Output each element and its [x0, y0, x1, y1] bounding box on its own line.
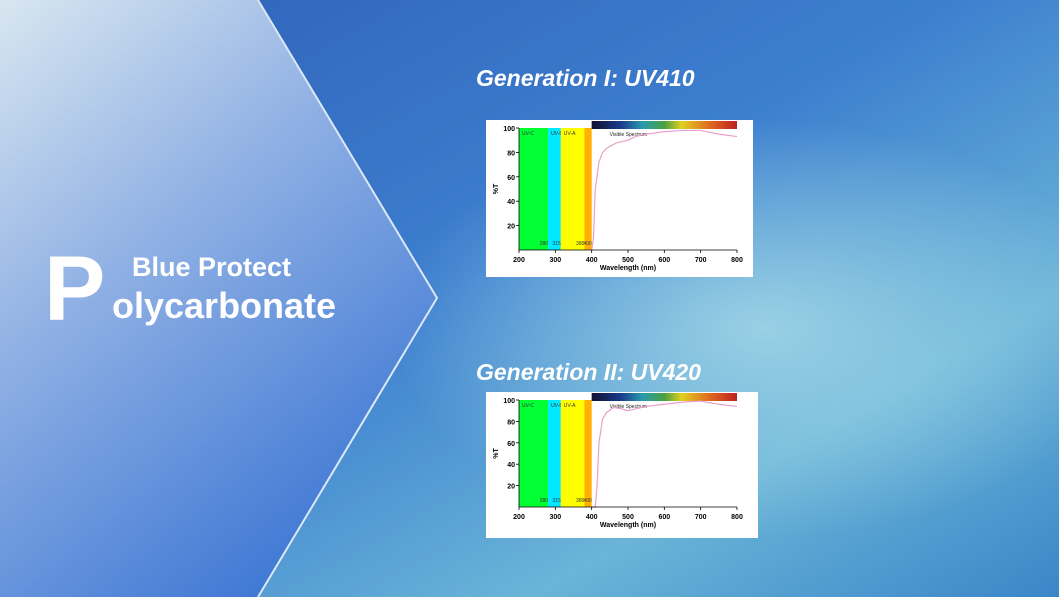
- visible-spectrum: [591, 121, 737, 129]
- band-label: UV-A: [564, 131, 576, 137]
- transmission-line: [591, 400, 738, 508]
- chevron-edge: [257, 0, 439, 598]
- band-edge-label: 280: [540, 498, 549, 504]
- x-tick-label: 700: [695, 514, 707, 521]
- band-edge-label: 400: [583, 498, 592, 504]
- uv-band: [584, 128, 592, 250]
- transmission-line: [591, 129, 738, 251]
- y-tick-label: 80: [507, 150, 515, 157]
- x-tick-label: 400: [586, 514, 598, 521]
- visible-label: Visible Spectrum: [610, 132, 647, 138]
- y-tick-label: 20: [507, 484, 515, 491]
- big-letter: P: [44, 238, 105, 340]
- title-line2: olycarbonate: [112, 285, 336, 326]
- uv-band: [560, 400, 585, 507]
- uv-band: [519, 128, 549, 250]
- chart-title: Generation I: UV410: [476, 65, 695, 91]
- y-tick-label: 100: [503, 126, 515, 133]
- y-tick-label: 40: [507, 462, 515, 469]
- band-edge-label: 380: [576, 241, 585, 247]
- chevron: [0, 0, 437, 597]
- y-tick-label: 20: [507, 224, 515, 231]
- band-edge-label: 315: [552, 498, 561, 504]
- visible-label: Visible Spectrum: [610, 404, 647, 410]
- band-edge-label: 400: [583, 241, 592, 247]
- x-tick-label: 600: [658, 257, 670, 264]
- visible-spectrum: [591, 393, 737, 401]
- y-axis-label: %T: [493, 448, 500, 459]
- y-tick-label: 80: [507, 419, 515, 426]
- x-tick-label: 600: [658, 514, 670, 521]
- band-label: UV-B: [551, 131, 563, 137]
- x-tick-label: 300: [549, 257, 561, 264]
- x-axis-label: Wavelength (nm): [600, 265, 656, 272]
- x-tick-label: 800: [731, 514, 743, 521]
- band-label: UV-C: [522, 131, 534, 137]
- x-tick-label: 500: [622, 514, 634, 521]
- y-tick-label: 40: [507, 199, 515, 206]
- x-tick-label: 700: [695, 257, 707, 264]
- x-tick-label: 200: [513, 514, 525, 521]
- y-tick-label: 60: [507, 441, 515, 448]
- y-axis-label: %T: [493, 183, 500, 194]
- uv-band: [560, 128, 585, 250]
- x-axis-label: Wavelength (nm): [600, 522, 656, 529]
- band-edge-label: 280: [540, 241, 549, 247]
- band-edge-label: 315: [552, 241, 561, 247]
- uv-band: [548, 400, 561, 507]
- uv-band: [548, 128, 561, 250]
- title-line1: Blue Protect: [132, 252, 291, 282]
- x-tick-label: 400: [586, 257, 598, 264]
- x-tick-label: 300: [549, 514, 561, 521]
- band-label: UV-C: [522, 403, 534, 409]
- x-tick-label: 200: [513, 257, 525, 264]
- chart-title: Generation II: UV420: [476, 359, 701, 385]
- uv-band: [519, 400, 549, 507]
- band-edge-label: 380: [576, 498, 585, 504]
- band-label: UV-B: [551, 403, 563, 409]
- band-label: UV-A: [564, 403, 576, 409]
- y-tick-label: 100: [503, 398, 515, 405]
- x-tick-label: 800: [731, 257, 743, 264]
- y-tick-label: 60: [507, 175, 515, 182]
- uv-band: [584, 400, 592, 507]
- x-tick-label: 500: [622, 257, 634, 264]
